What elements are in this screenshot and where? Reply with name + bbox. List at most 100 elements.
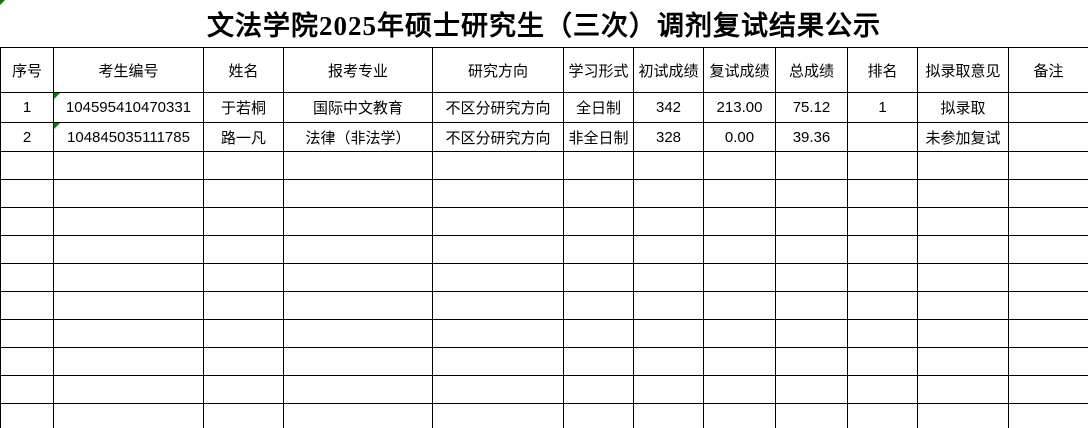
empty-cell[interactable] (53, 403, 204, 428)
empty-cell[interactable] (203, 263, 284, 292)
empty-cell[interactable] (1008, 319, 1088, 348)
cell-admission-opinion[interactable]: 拟录取 (917, 92, 1009, 123)
empty-cell[interactable] (203, 347, 284, 376)
empty-cell[interactable] (0, 403, 54, 428)
empty-cell[interactable] (0, 347, 54, 376)
cell-name[interactable]: 路一凡 (203, 122, 284, 152)
empty-cell[interactable] (432, 207, 564, 236)
empty-cell[interactable] (633, 347, 704, 376)
cell-remarks[interactable] (1008, 92, 1088, 123)
cell-research-direction[interactable]: 不区分研究方向 (432, 122, 564, 152)
empty-cell[interactable] (703, 291, 776, 320)
empty-cell[interactable] (563, 375, 634, 404)
empty-cell[interactable] (917, 263, 1009, 292)
empty-cell[interactable] (633, 207, 704, 236)
column-header-major[interactable]: 报考专业 (283, 47, 433, 93)
empty-cell[interactable] (917, 207, 1009, 236)
cell-admission-opinion[interactable]: 未参加复试 (917, 122, 1009, 152)
cell-candidate-id[interactable]: 104845035111785 (53, 122, 204, 152)
cell-retest-score[interactable]: 0.00 (703, 122, 776, 152)
empty-cell[interactable] (53, 263, 204, 292)
empty-cell[interactable] (53, 319, 204, 348)
empty-cell[interactable] (432, 375, 564, 404)
cell-initial-score[interactable]: 342 (633, 92, 704, 123)
empty-cell[interactable] (775, 207, 848, 236)
empty-cell[interactable] (847, 151, 918, 180)
empty-cell[interactable] (1008, 263, 1088, 292)
title-cell[interactable]: 文法学院2025年硕士研究生（三次）调剂复试结果公示 (0, 0, 1088, 47)
empty-cell[interactable] (203, 403, 284, 428)
cell-major[interactable]: 国际中文教育 (283, 92, 433, 123)
empty-cell[interactable] (563, 291, 634, 320)
empty-cell[interactable] (203, 207, 284, 236)
empty-cell[interactable] (1008, 151, 1088, 180)
empty-cell[interactable] (847, 375, 918, 404)
empty-cell[interactable] (1008, 375, 1088, 404)
empty-cell[interactable] (775, 151, 848, 180)
empty-cell[interactable] (432, 347, 564, 376)
empty-cell[interactable] (1008, 207, 1088, 236)
empty-cell[interactable] (0, 207, 54, 236)
empty-cell[interactable] (563, 263, 634, 292)
empty-cell[interactable] (0, 263, 54, 292)
empty-cell[interactable] (847, 179, 918, 208)
column-header-admission-opinion[interactable]: 拟录取意见 (917, 47, 1009, 93)
cell-total-score[interactable]: 39.36 (775, 122, 848, 152)
empty-cell[interactable] (633, 263, 704, 292)
cell-remarks[interactable] (1008, 122, 1088, 152)
empty-cell[interactable] (0, 291, 54, 320)
empty-cell[interactable] (563, 179, 634, 208)
empty-cell[interactable] (775, 319, 848, 348)
cell-retest-score[interactable]: 213.00 (703, 92, 776, 123)
empty-cell[interactable] (703, 319, 776, 348)
empty-cell[interactable] (847, 403, 918, 428)
empty-cell[interactable] (847, 207, 918, 236)
empty-cell[interactable] (432, 403, 564, 428)
empty-cell[interactable] (703, 235, 776, 264)
empty-cell[interactable] (283, 263, 433, 292)
empty-cell[interactable] (53, 375, 204, 404)
empty-cell[interactable] (283, 291, 433, 320)
empty-cell[interactable] (203, 291, 284, 320)
cell-study-form[interactable]: 全日制 (563, 92, 634, 123)
empty-cell[interactable] (775, 375, 848, 404)
empty-cell[interactable] (1008, 347, 1088, 376)
empty-cell[interactable] (53, 235, 204, 264)
empty-cell[interactable] (633, 403, 704, 428)
empty-cell[interactable] (775, 347, 848, 376)
empty-cell[interactable] (432, 235, 564, 264)
empty-cell[interactable] (703, 375, 776, 404)
empty-cell[interactable] (917, 319, 1009, 348)
empty-cell[interactable] (0, 235, 54, 264)
empty-cell[interactable] (53, 179, 204, 208)
empty-cell[interactable] (1008, 291, 1088, 320)
empty-cell[interactable] (633, 151, 704, 180)
empty-cell[interactable] (1008, 403, 1088, 428)
empty-cell[interactable] (283, 319, 433, 348)
empty-cell[interactable] (432, 291, 564, 320)
empty-cell[interactable] (703, 207, 776, 236)
empty-cell[interactable] (847, 235, 918, 264)
empty-cell[interactable] (917, 151, 1009, 180)
cell-study-form[interactable]: 非全日制 (563, 122, 634, 152)
empty-cell[interactable] (847, 347, 918, 376)
empty-cell[interactable] (283, 375, 433, 404)
empty-cell[interactable] (563, 151, 634, 180)
column-header-candidate-id[interactable]: 考生编号 (53, 47, 204, 93)
cell-research-direction[interactable]: 不区分研究方向 (432, 92, 564, 123)
empty-cell[interactable] (703, 347, 776, 376)
empty-cell[interactable] (53, 347, 204, 376)
empty-cell[interactable] (563, 347, 634, 376)
cell-name[interactable]: 于若桐 (203, 92, 284, 123)
empty-cell[interactable] (917, 235, 1009, 264)
empty-cell[interactable] (203, 375, 284, 404)
cell-serial[interactable]: 2 (0, 122, 54, 152)
empty-cell[interactable] (283, 151, 433, 180)
empty-cell[interactable] (432, 319, 564, 348)
empty-cell[interactable] (0, 375, 54, 404)
empty-cell[interactable] (775, 263, 848, 292)
column-header-total-score[interactable]: 总成绩 (775, 47, 848, 93)
column-header-name[interactable]: 姓名 (203, 47, 284, 93)
empty-cell[interactable] (703, 403, 776, 428)
empty-cell[interactable] (432, 263, 564, 292)
